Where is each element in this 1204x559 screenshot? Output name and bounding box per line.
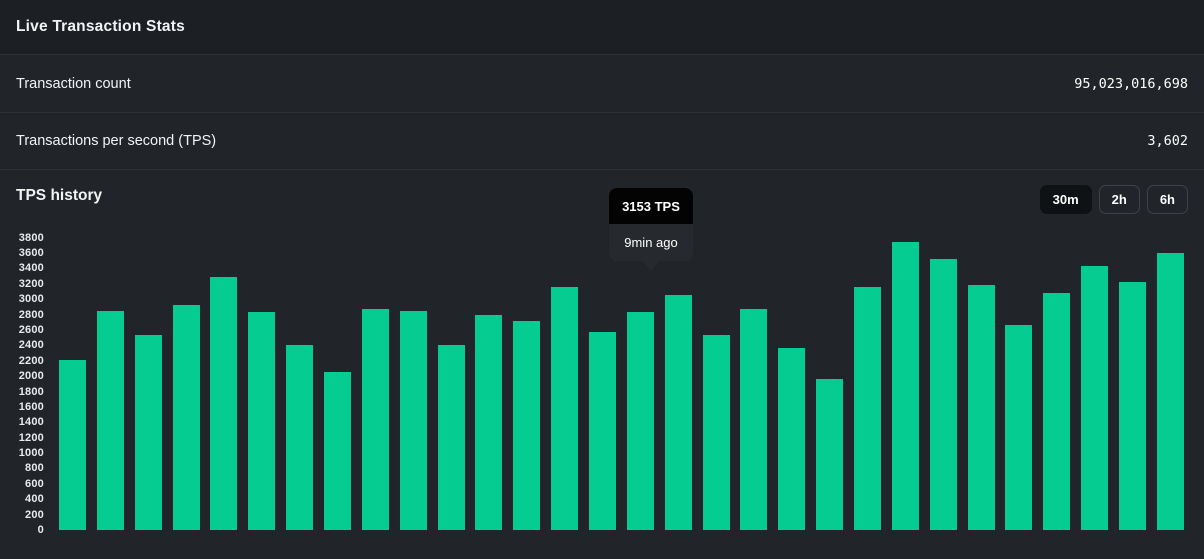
tooltip-arrow-icon: [643, 261, 659, 272]
chart-tooltip: 3153 TPS 9min ago: [609, 188, 693, 272]
tps-bar[interactable]: [854, 286, 882, 530]
y-axis-tick-label: 1000: [18, 447, 44, 460]
tps-bar[interactable]: [664, 295, 692, 530]
tps-bar[interactable]: [475, 314, 503, 530]
row-transaction-count: Transaction count 95,023,016,698: [0, 55, 1204, 113]
tooltip-tps-value: 3153 TPS: [609, 188, 693, 224]
tps-bar[interactable]: [816, 379, 844, 530]
tps-bar[interactable]: [551, 286, 579, 530]
y-axis-tick-label: 600: [25, 477, 44, 490]
range-button-2h[interactable]: 2h: [1098, 185, 1140, 214]
row-tps: Transactions per second (TPS) 3,602: [0, 113, 1204, 170]
tps-bar[interactable]: [1119, 281, 1147, 530]
tps-bar[interactable]: [1081, 266, 1109, 530]
transaction-count-label: Transaction count: [16, 75, 131, 92]
range-button-6h[interactable]: 6h: [1146, 185, 1188, 214]
tps-bar[interactable]: [210, 276, 238, 530]
tps-label: Transactions per second (TPS): [16, 133, 217, 149]
tps-bar[interactable]: [702, 334, 730, 530]
tps-bar[interactable]: [626, 312, 654, 530]
y-axis-tick-label: 1600: [18, 400, 44, 413]
tps-bar[interactable]: [589, 331, 617, 530]
y-axis-tick-label: 200: [25, 508, 44, 521]
y-axis-tick-label: 1400: [18, 416, 44, 429]
tps-bar[interactable]: [967, 284, 995, 530]
tps-bar[interactable]: [437, 344, 465, 530]
y-axis-tick-label: 2200: [18, 354, 44, 367]
y-axis-tick-label: 3000: [18, 293, 44, 306]
tps-bar[interactable]: [740, 308, 768, 530]
tps-history-section: TPS history 30m 2h 6h 0 200 400 600 800 1000 1…: [0, 170, 1204, 559]
time-range-button-group: 30m 2h 6h: [1039, 183, 1188, 214]
tooltip-time-ago: 9min ago: [609, 224, 693, 261]
y-axis-tick-label: 1800: [18, 385, 44, 398]
tps-bar[interactable]: [248, 311, 276, 530]
page-title: Live Transaction Stats: [16, 18, 185, 35]
y-axis-tick-label: 2400: [18, 339, 44, 352]
y-axis-tick-label: 3400: [18, 262, 44, 275]
tps-history-title: TPS history: [16, 187, 103, 204]
tps-bar[interactable]: [59, 360, 86, 530]
y-axis-tick-label: 0: [37, 524, 44, 536]
y-axis-tick-label: 3600: [18, 247, 44, 260]
y-axis-tick-label: 800: [25, 462, 44, 475]
bars: [59, 230, 1184, 530]
tps-bar[interactable]: [399, 310, 427, 530]
y-axis: 0 200 400 600 800 1000 1200 1400 1600 1800 2000 220…: [0, 170, 46, 559]
tps-history-header: TPS history 30m 2h 6h: [0, 170, 1204, 228]
y-axis-tick-label: 3200: [18, 277, 44, 290]
y-axis-tick-label: 2600: [18, 324, 44, 336]
tps-bar[interactable]: [891, 242, 919, 530]
y-axis-tick-label: 2800: [18, 308, 44, 321]
range-button-30m[interactable]: 30m: [1039, 185, 1092, 214]
tps-bar[interactable]: [778, 347, 806, 530]
tps-value: 3,602: [1147, 133, 1188, 149]
card-header: Live Transaction Stats: [0, 0, 1204, 55]
y-axis-tick-label: 400: [25, 493, 44, 506]
y-axis-tick-label: 2000: [18, 370, 44, 383]
tps-bar[interactable]: [172, 304, 200, 530]
tps-bar[interactable]: [1043, 293, 1071, 530]
tps-bar[interactable]: [513, 320, 541, 530]
tps-bar[interactable]: [1156, 252, 1184, 530]
tps-bar[interactable]: [286, 345, 314, 530]
y-axis-tick-label: 1200: [18, 431, 44, 444]
tps-bar[interactable]: [134, 334, 162, 530]
y-axis-tick-label: 3800: [18, 231, 44, 244]
tps-bar[interactable]: [1005, 324, 1033, 530]
tps-bar[interactable]: [324, 371, 352, 530]
tps-bar[interactable]: [96, 310, 124, 530]
transaction-count-value: 95,023,016,698: [1074, 75, 1188, 92]
tps-bar[interactable]: [361, 308, 389, 530]
tps-bar[interactable]: [929, 258, 957, 530]
